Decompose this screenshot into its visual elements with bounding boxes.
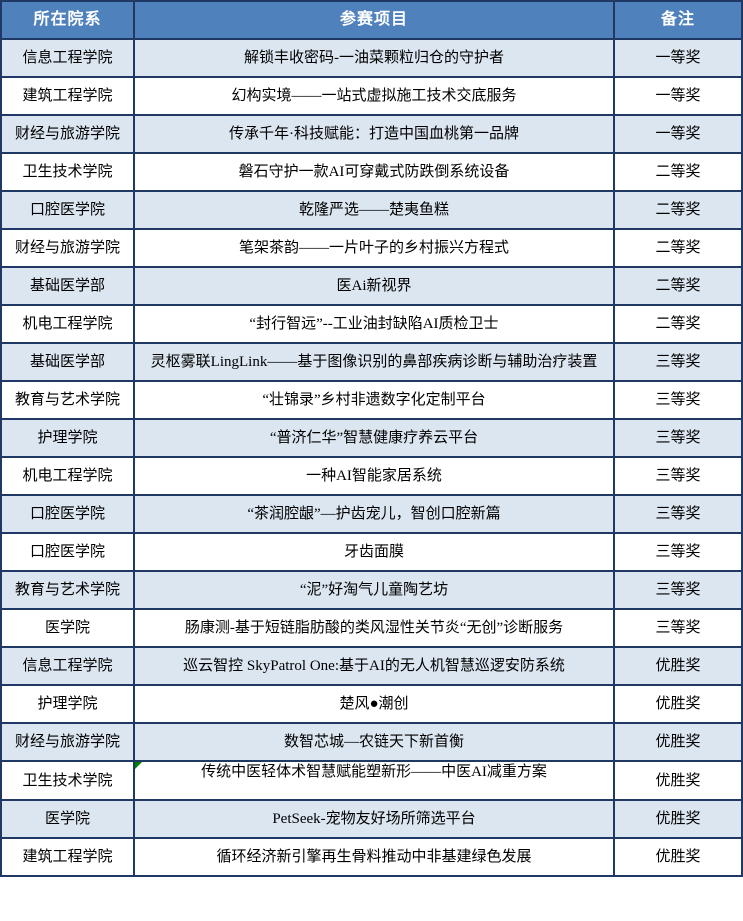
cell-remark[interactable]: 三等奖 — [613, 532, 743, 572]
cell-department[interactable]: 教育与艺术学院 — [0, 570, 135, 610]
table-row: 护理学院 “普济仁华”智慧健康疗养云平台 三等奖 — [0, 418, 743, 458]
cell-project[interactable]: 楚风●潮创 — [133, 684, 615, 724]
cell-department[interactable]: 财经与旅游学院 — [0, 114, 135, 154]
table-row: 口腔医学院 牙齿面膜 三等奖 — [0, 532, 743, 572]
column-header-remark: 备注 — [613, 0, 743, 40]
table-row: 信息工程学院 解锁丰收密码-一油菜颗粒归仓的守护者 一等奖 — [0, 38, 743, 78]
cell-project[interactable]: 传统中医轻体术智慧赋能塑新形——中医AI减重方案 — [133, 760, 615, 801]
cell-remark[interactable]: 三等奖 — [613, 418, 743, 458]
table-row: 建筑工程学院 幻构实境——一站式虚拟施工技术交底服务 一等奖 — [0, 76, 743, 116]
cell-remark[interactable]: 一等奖 — [613, 38, 743, 78]
cell-remark[interactable]: 优胜奖 — [613, 837, 743, 877]
cell-remark[interactable]: 优胜奖 — [613, 646, 743, 686]
cell-project[interactable]: 一种AI智能家居系统 — [133, 456, 615, 496]
cell-project[interactable]: 肠康测-基于短链脂肪酸的类风湿性关节炎“无创”诊断服务 — [133, 608, 615, 648]
table-row: 建筑工程学院 循环经济新引擎再生骨料推动中非基建绿色发展 优胜奖 — [0, 837, 743, 877]
cell-project[interactable]: 幻构实境——一站式虚拟施工技术交底服务 — [133, 76, 615, 116]
cell-remark[interactable]: 二等奖 — [613, 266, 743, 306]
cell-remark[interactable]: 二等奖 — [613, 152, 743, 192]
cell-remark[interactable]: 三等奖 — [613, 380, 743, 420]
table-row: 口腔医学院 乾隆严选——楚夷鱼糕 二等奖 — [0, 190, 743, 230]
cell-department[interactable]: 建筑工程学院 — [0, 837, 135, 877]
cell-department[interactable]: 卫生技术学院 — [0, 152, 135, 192]
table-row: 基础医学部 灵枢雾联LingLink——基于图像识别的鼻部疾病诊断与辅助治疗装置三… — [0, 342, 743, 382]
cell-remark[interactable]: 二等奖 — [613, 304, 743, 344]
cell-remark[interactable]: 优胜奖 — [613, 722, 743, 762]
table-header: 所在院系 参赛项目 备注 — [0, 0, 743, 40]
cell-project[interactable]: “壮锦录”乡村非遗数字化定制平台 — [133, 380, 615, 420]
column-header-department: 所在院系 — [0, 0, 135, 40]
cell-department[interactable]: 机电工程学院 — [0, 304, 135, 344]
cell-project[interactable]: “泥”好淘气儿童陶艺坊 — [133, 570, 615, 610]
cell-project[interactable]: “茶润腔龈”—护齿宠儿，智创口腔新篇 — [133, 494, 615, 534]
cell-project[interactable]: 笔架茶韵——一片叶子的乡村振兴方程式 — [133, 228, 615, 268]
table-row: 财经与旅游学院 传承千年·科技赋能：打造中国血桃第一品牌 一等奖 — [0, 114, 743, 154]
cell-project[interactable]: “普济仁华”智慧健康疗养云平台 — [133, 418, 615, 458]
cell-remark[interactable]: 二等奖 — [613, 190, 743, 230]
cell-department[interactable]: 基础医学部 — [0, 266, 135, 306]
award-table: 所在院系 参赛项目 备注 信息工程学院 解锁丰收密码-一油菜颗粒归仓的守护者 一等奖… — [0, 0, 743, 877]
table-row: 教育与艺术学院 “泥”好淘气儿童陶艺坊 三等奖 — [0, 570, 743, 610]
table-row: 护理学院 楚风●潮创 优胜奖 — [0, 684, 743, 724]
cell-project[interactable]: 巡云智控 SkyPatrol One:基于AI的无人机智慧巡逻安防系统 — [133, 646, 615, 686]
cell-department[interactable]: 信息工程学院 — [0, 646, 135, 686]
cell-department[interactable]: 卫生技术学院 — [0, 760, 135, 801]
cell-remark[interactable]: 优胜奖 — [613, 684, 743, 724]
header-row: 所在院系 参赛项目 备注 — [0, 0, 743, 40]
cell-project[interactable]: 牙齿面膜 — [133, 532, 615, 572]
cell-remark[interactable]: 优胜奖 — [613, 760, 743, 801]
cell-department[interactable]: 口腔医学院 — [0, 190, 135, 230]
cell-department[interactable]: 机电工程学院 — [0, 456, 135, 496]
cell-department[interactable]: 口腔医学院 — [0, 494, 135, 534]
table-row: 口腔医学院 “茶润腔龈”—护齿宠儿，智创口腔新篇 三等奖 — [0, 494, 743, 534]
cell-remark[interactable]: 一等奖 — [613, 76, 743, 116]
cell-project[interactable]: 磐石守护一款AI可穿戴式防跌倒系统设备 — [133, 152, 615, 192]
cell-project[interactable]: 解锁丰收密码-一油菜颗粒归仓的守护者 — [133, 38, 615, 78]
cell-project[interactable]: 灵枢雾联LingLink——基于图像识别的鼻部疾病诊断与辅助治疗装置 — [133, 342, 615, 382]
column-header-project: 参赛项目 — [133, 0, 615, 40]
cell-department[interactable]: 口腔医学院 — [0, 532, 135, 572]
cell-department[interactable]: 医学院 — [0, 608, 135, 648]
cell-department[interactable]: 基础医学部 — [0, 342, 135, 382]
cell-project[interactable]: 医Ai新视界 — [133, 266, 615, 306]
cell-department[interactable]: 建筑工程学院 — [0, 76, 135, 116]
cell-department[interactable]: 护理学院 — [0, 418, 135, 458]
cell-department[interactable]: 医学院 — [0, 799, 135, 839]
cell-project[interactable]: 数智芯城—农链天下新首衡 — [133, 722, 615, 762]
table-row: 财经与旅游学院 数智芯城—农链天下新首衡 优胜奖 — [0, 722, 743, 762]
cell-department[interactable]: 财经与旅游学院 — [0, 228, 135, 268]
cell-department[interactable]: 护理学院 — [0, 684, 135, 724]
table-row: 基础医学部 医Ai新视界 二等奖 — [0, 266, 743, 306]
table-row: 信息工程学院 巡云智控 SkyPatrol One:基于AI的无人机智慧巡逻安防系… — [0, 646, 743, 686]
cell-department[interactable]: 财经与旅游学院 — [0, 722, 135, 762]
cell-project[interactable]: PetSeek-宠物友好场所筛选平台 — [133, 799, 615, 839]
table-row: 机电工程学院 “封行智远”--工业油封缺陷AI质检卫士 二等奖 — [0, 304, 743, 344]
cell-remark[interactable]: 三等奖 — [613, 570, 743, 610]
cell-remark[interactable]: 一等奖 — [613, 114, 743, 154]
cell-project[interactable]: 传承千年·科技赋能：打造中国血桃第一品牌 — [133, 114, 615, 154]
table-row: 教育与艺术学院 “壮锦录”乡村非遗数字化定制平台 三等奖 — [0, 380, 743, 420]
cell-remark[interactable]: 优胜奖 — [613, 799, 743, 839]
cell-remark[interactable]: 三等奖 — [613, 494, 743, 534]
cell-remark[interactable]: 三等奖 — [613, 608, 743, 648]
table-row: 医学院 PetSeek-宠物友好场所筛选平台 优胜奖 — [0, 799, 743, 839]
table-body: 信息工程学院 解锁丰收密码-一油菜颗粒归仓的守护者 一等奖 建筑工程学院 幻构实境——一… — [0, 38, 743, 877]
cell-department[interactable]: 信息工程学院 — [0, 38, 135, 78]
cell-remark[interactable]: 三等奖 — [613, 456, 743, 496]
cell-remark[interactable]: 三等奖 — [613, 342, 743, 382]
table-row: 医学院 肠康测-基于短链脂肪酸的类风湿性关节炎“无创”诊断服务 三等奖 — [0, 608, 743, 648]
comment-marker-icon — [136, 763, 142, 769]
cell-project[interactable]: 循环经济新引擎再生骨料推动中非基建绿色发展 — [133, 837, 615, 877]
cell-remark[interactable]: 二等奖 — [613, 228, 743, 268]
cell-project[interactable]: 乾隆严选——楚夷鱼糕 — [133, 190, 615, 230]
table-row: 卫生技术学院 磐石守护一款AI可穿戴式防跌倒系统设备 二等奖 — [0, 152, 743, 192]
cell-project[interactable]: “封行智远”--工业油封缺陷AI质检卫士 — [133, 304, 615, 344]
table-row: 财经与旅游学院 笔架茶韵——一片叶子的乡村振兴方程式 二等奖 — [0, 228, 743, 268]
cell-department[interactable]: 教育与艺术学院 — [0, 380, 135, 420]
table-row: 卫生技术学院 传统中医轻体术智慧赋能塑新形——中医AI减重方案 优胜奖 — [0, 760, 743, 801]
table-row: 机电工程学院 一种AI智能家居系统 三等奖 — [0, 456, 743, 496]
